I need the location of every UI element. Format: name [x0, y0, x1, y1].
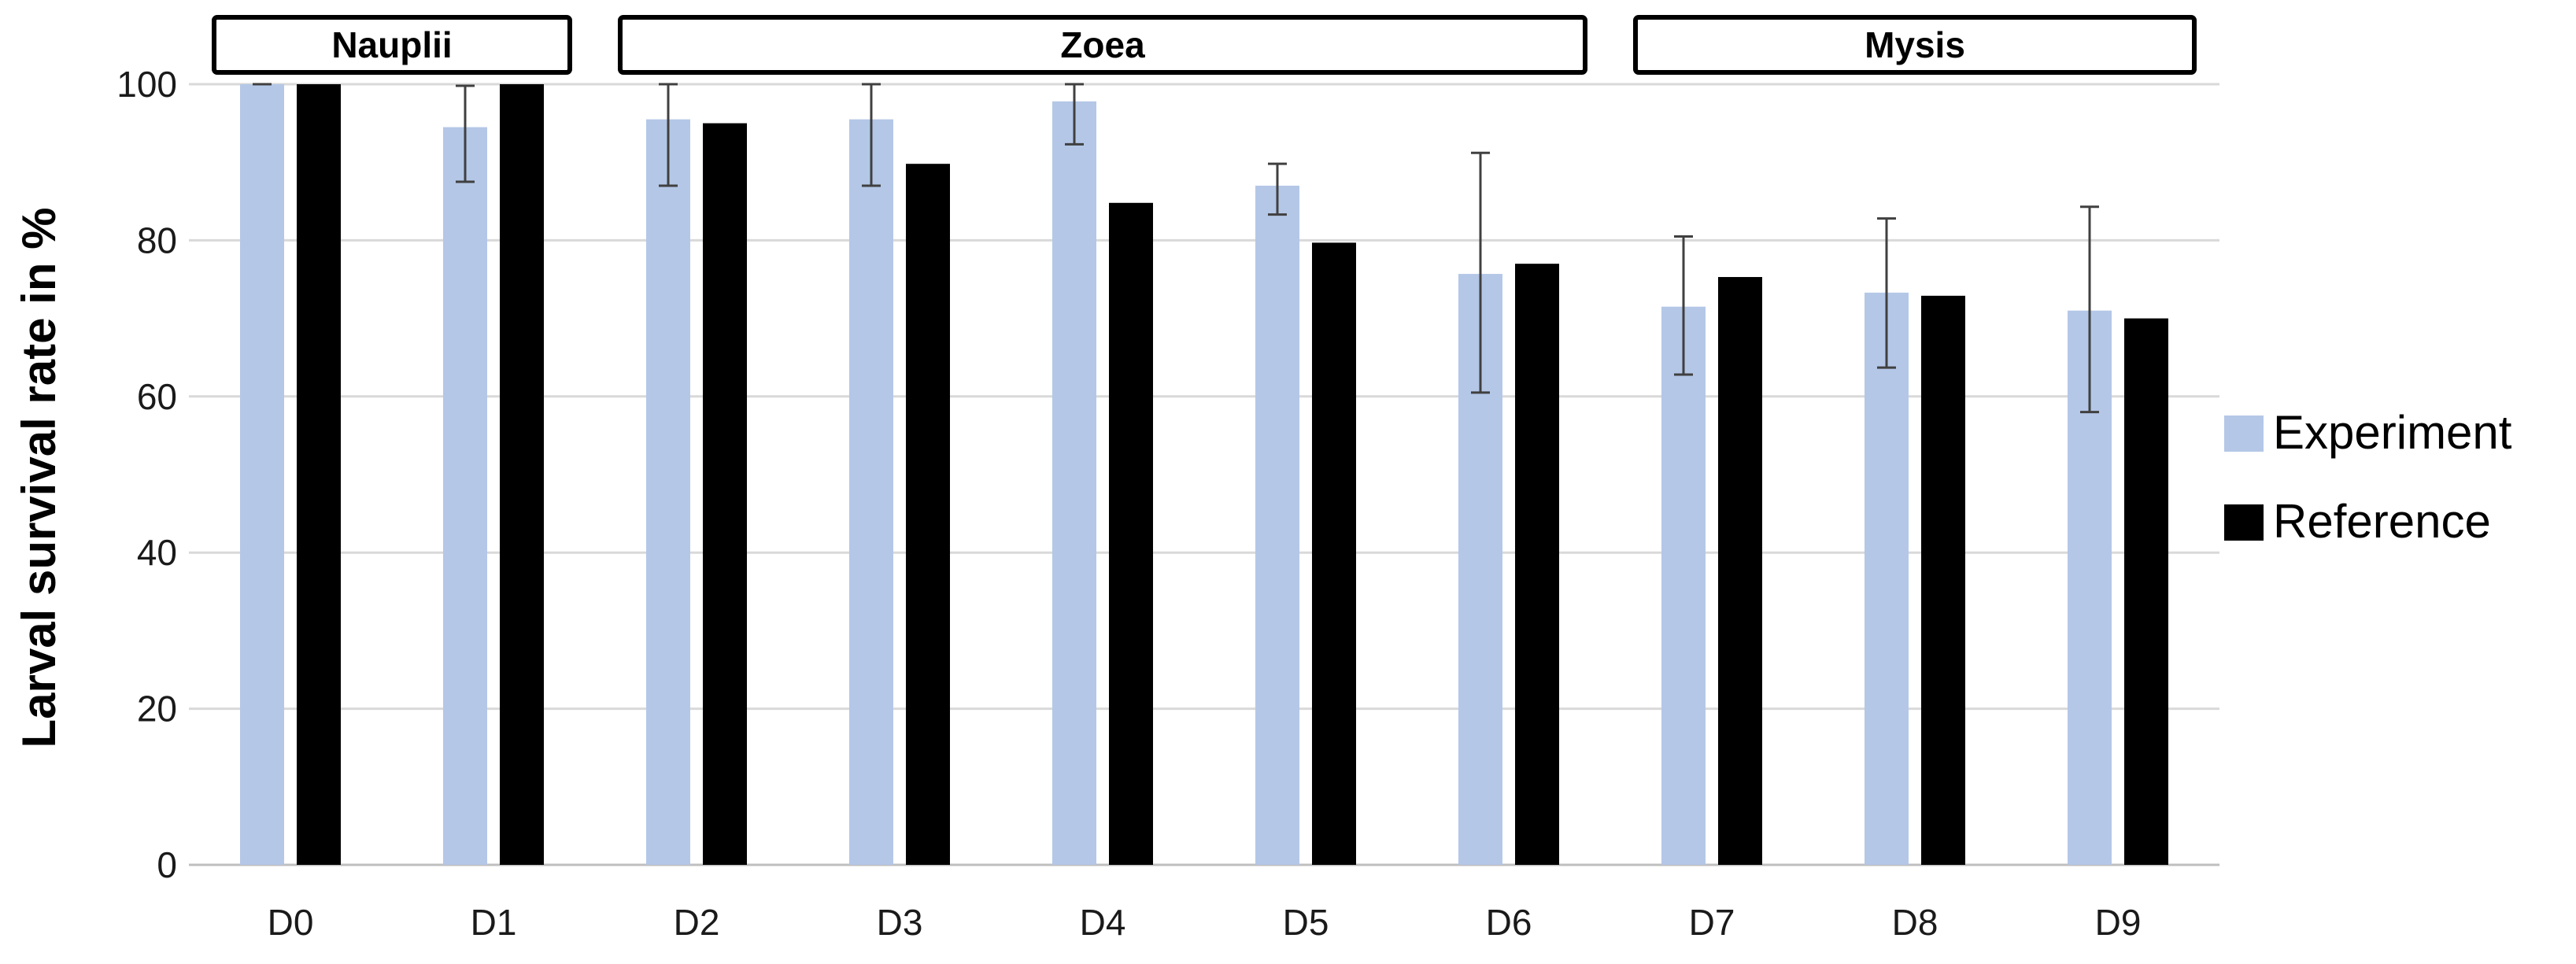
bars: [240, 84, 2168, 866]
error-bar-D9: [2080, 205, 2099, 414]
y-tick-label: 100: [116, 64, 177, 105]
bar-reference-D0: [297, 84, 341, 865]
error-bar-D1: [456, 84, 475, 183]
x-tick-label-D9: D9: [2095, 902, 2142, 943]
error-bar-D7: [1674, 235, 1693, 376]
x-tick-label-D7: D7: [1689, 902, 1735, 943]
stage-nauplii: Nauplii: [212, 15, 572, 75]
bar-reference-D8: [1921, 295, 1965, 865]
y-tick-label: 80: [137, 220, 177, 260]
bar-experiment-D3: [849, 119, 893, 865]
bar-reference-D9: [2124, 318, 2168, 866]
stage-label: Mysis: [1865, 24, 1965, 65]
bar-reference-D5: [1312, 242, 1356, 866]
x-tick-label-D0: D0: [268, 902, 314, 943]
x-tick-label-D4: D4: [1080, 902, 1126, 943]
x-tick-label-D2: D2: [674, 902, 720, 943]
stage-label: Nauplii: [331, 24, 452, 65]
bar-experiment-D5: [1255, 185, 1299, 865]
bar-experiment-D2: [646, 119, 690, 865]
y-tick-label: 40: [137, 532, 177, 573]
error-bars: [253, 83, 2099, 414]
legend-item-experiment: Experiment: [2224, 406, 2512, 459]
error-bar-D4: [1065, 83, 1084, 146]
gridlines: [189, 83, 2219, 866]
error-bar-D2: [659, 83, 678, 187]
bar-reference-D4: [1109, 202, 1153, 865]
stage-brackets: Nauplii Zoea Mysis: [212, 15, 2197, 75]
x-axis-ticks: D0 D1 D2 D3 D4 D5 D6 D7 D8 D9: [268, 902, 2142, 943]
y-axis-label: Larval survival rate in %: [13, 207, 65, 748]
bar-experiment-D1: [443, 127, 487, 865]
y-tick-label: 0: [157, 844, 177, 885]
error-bar-D3: [862, 83, 881, 187]
legend: Experiment Reference: [2224, 406, 2512, 548]
x-tick-label-D8: D8: [1892, 902, 1938, 943]
bar-reference-D6: [1515, 264, 1559, 865]
x-tick-label-D6: D6: [1486, 902, 1532, 943]
error-bar-D6: [1471, 151, 1490, 394]
y-tick-label: 60: [137, 376, 177, 417]
legend-item-reference: Reference: [2224, 495, 2491, 548]
x-tick-label-D1: D1: [471, 902, 517, 943]
legend-label: Reference: [2273, 495, 2491, 548]
bar-reference-D3: [906, 164, 950, 865]
legend-label: Experiment: [2273, 406, 2512, 459]
bar-experiment-D0: [240, 84, 284, 865]
bar-experiment-D4: [1052, 101, 1096, 866]
y-tick-label: 20: [137, 689, 177, 729]
stage-label: Zoea: [1060, 24, 1145, 65]
bar-experiment-D8: [1865, 292, 1909, 865]
error-bar-D5: [1268, 162, 1287, 216]
bar-reference-D1: [500, 84, 544, 865]
error-bar-D8: [1877, 217, 1896, 369]
y-axis-ticks: 0 20 40 60 80 100: [116, 64, 177, 885]
legend-swatch: [2224, 504, 2264, 541]
bar-reference-D7: [1718, 277, 1762, 865]
bar-experiment-D7: [1661, 306, 1706, 866]
bar-reference-D2: [703, 123, 747, 866]
stage-mysis: Mysis: [1633, 15, 2197, 75]
x-tick-label-D5: D5: [1283, 902, 1329, 943]
x-tick-label-D3: D3: [877, 902, 923, 943]
legend-swatch: [2224, 416, 2264, 452]
stage-zoea: Zoea: [618, 15, 1587, 75]
